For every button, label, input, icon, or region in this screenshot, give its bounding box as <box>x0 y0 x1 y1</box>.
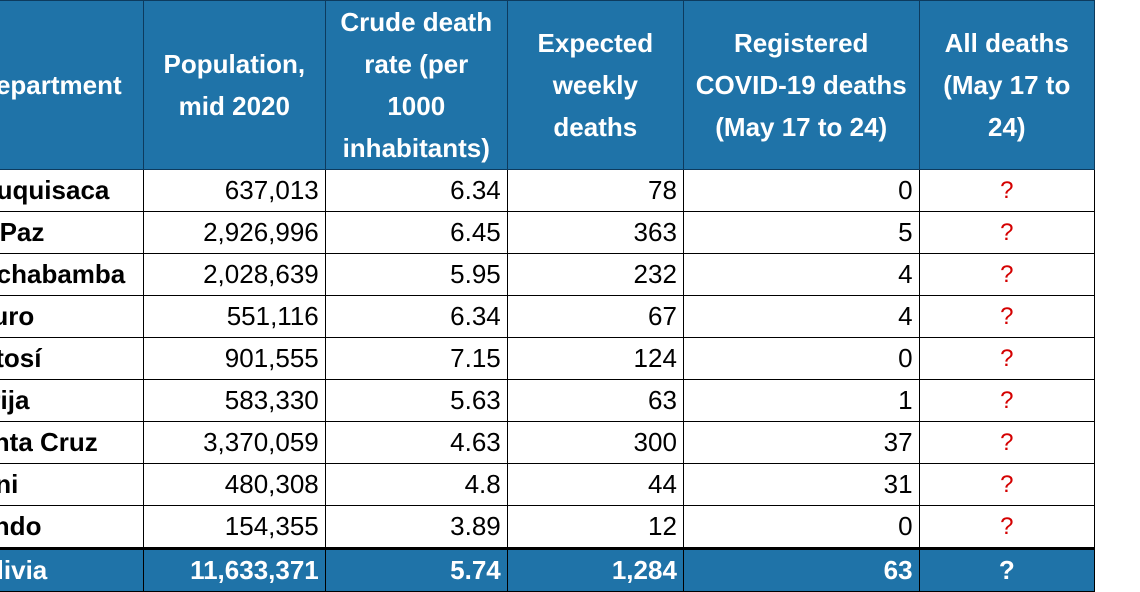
expected-deaths-cell: 363 <box>506 211 684 254</box>
death-rate-cell: 6.34 <box>324 295 508 338</box>
covid-deaths-cell: 0 <box>682 505 920 549</box>
header-expected-deaths: Expected weekly deaths <box>506 0 684 170</box>
population-cell: 583,330 <box>142 379 326 422</box>
all-deaths-unknown-cell: ? <box>918 505 1096 549</box>
expected-deaths-cell: 124 <box>506 337 684 380</box>
death-rate-cell: 6.45 <box>324 211 508 254</box>
population-cell: 480,308 <box>142 463 326 506</box>
death-rate-cell: 4.8 <box>324 463 508 506</box>
population-cell: 2,028,639 <box>142 253 326 296</box>
all-deaths-unknown-cell: ? <box>918 379 1096 422</box>
population-cell: 154,355 <box>142 505 326 549</box>
all-deaths-unknown-cell: ? <box>918 337 1096 380</box>
death-rate-cell: 5.63 <box>324 379 508 422</box>
expected-deaths-cell: 44 <box>506 463 684 506</box>
all-deaths-unknown-cell: ? <box>918 295 1096 338</box>
header-death-rate: Crude death rate (per 1000 inhabitants) <box>324 0 508 170</box>
header-covid-deaths: Registered COVID-19 deaths (May 17 to 24… <box>682 0 920 170</box>
total-death-rate: 5.74 <box>324 547 508 592</box>
department-name: Tarija <box>0 379 144 422</box>
total-name: Bolivia <box>0 547 144 592</box>
department-name: Cochabamba <box>0 253 144 296</box>
population-cell: 901,555 <box>142 337 326 380</box>
all-deaths-unknown-cell: ? <box>918 169 1096 212</box>
population-cell: 551,116 <box>142 295 326 338</box>
total-row: Bolivia 11,633,371 5.74 1,284 63 ? <box>0 547 1096 592</box>
death-rate-cell: 7.15 <box>324 337 508 380</box>
header-all-deaths: All deaths (May 17 to 24) <box>918 0 1096 170</box>
department-name: Oruro <box>0 295 144 338</box>
expected-deaths-cell: 78 <box>506 169 684 212</box>
population-cell: 637,013 <box>142 169 326 212</box>
death-rate-cell: 5.95 <box>324 253 508 296</box>
department-name: Santa Cruz <box>0 421 144 464</box>
death-rate-cell: 3.89 <box>324 505 508 549</box>
expected-deaths-cell: 67 <box>506 295 684 338</box>
department-name: Beni <box>0 463 144 506</box>
department-name: Pando <box>0 505 144 549</box>
death-rate-cell: 4.63 <box>324 421 508 464</box>
all-deaths-unknown-cell: ? <box>918 421 1096 464</box>
expected-deaths-cell: 300 <box>506 421 684 464</box>
header-population: Population, mid 2020 <box>142 0 326 170</box>
covid-deaths-cell: 1 <box>682 379 920 422</box>
deaths-table: Department Population, mid 2020 Crude de… <box>0 0 1096 592</box>
expected-deaths-cell: 232 <box>506 253 684 296</box>
total-expected-deaths: 1,284 <box>506 547 684 592</box>
all-deaths-unknown-cell: ? <box>918 463 1096 506</box>
header-row: Department Population, mid 2020 Crude de… <box>0 0 1096 170</box>
death-rate-cell: 6.34 <box>324 169 508 212</box>
department-name: Chuquisaca <box>0 169 144 212</box>
department-name: Potosí <box>0 337 144 380</box>
total-all-deaths: ? <box>918 547 1096 592</box>
covid-deaths-cell: 4 <box>682 253 920 296</box>
all-deaths-unknown-cell: ? <box>918 253 1096 296</box>
expected-deaths-cell: 63 <box>506 379 684 422</box>
covid-deaths-cell: 37 <box>682 421 920 464</box>
total-covid-deaths: 63 <box>682 547 920 592</box>
all-deaths-unknown-cell: ? <box>918 211 1096 254</box>
total-population: 11,633,371 <box>142 547 326 592</box>
covid-deaths-cell: 0 <box>682 337 920 380</box>
covid-deaths-cell: 31 <box>682 463 920 506</box>
covid-deaths-cell: 0 <box>682 169 920 212</box>
covid-deaths-cell: 5 <box>682 211 920 254</box>
population-cell: 3,370,059 <box>142 421 326 464</box>
expected-deaths-cell: 12 <box>506 505 684 549</box>
covid-deaths-cell: 4 <box>682 295 920 338</box>
department-name: La Paz <box>0 211 144 254</box>
header-department: Department <box>0 0 144 170</box>
population-cell: 2,926,996 <box>142 211 326 254</box>
